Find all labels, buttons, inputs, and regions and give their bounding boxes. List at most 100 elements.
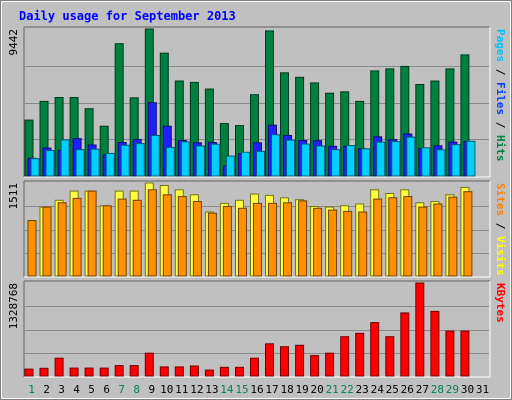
bar-sites-day-18 — [283, 202, 292, 277]
bar-sites-day-17 — [268, 202, 277, 277]
bar-kbytes-day-27 — [415, 282, 425, 377]
axis-label-part: Sites — [494, 183, 507, 216]
bar-sites-day-9 — [147, 189, 157, 277]
bar-sites-day-3 — [57, 202, 67, 277]
bar-pages-day-17 — [271, 134, 280, 177]
bar-pages-day-7 — [120, 144, 130, 177]
bar-kbytes-day-18 — [280, 346, 289, 377]
y-max-label: 9442 — [7, 29, 20, 56]
bar-pages-day-9 — [150, 135, 160, 177]
x-tick-label: 14 — [220, 383, 234, 396]
bar-sites-day-30 — [463, 191, 473, 277]
x-tick-label: 31 — [476, 383, 489, 396]
bar-pages-day-26 — [406, 136, 416, 177]
bar-sites-day-12 — [192, 201, 202, 277]
x-tick-label: 30 — [461, 383, 474, 396]
x-tick-label: 6 — [103, 383, 110, 396]
axis-label-part: Files — [494, 82, 507, 115]
bar-kbytes-day-29 — [445, 330, 455, 377]
bar-pages-day-11 — [180, 141, 190, 177]
bar-kbytes-day-15 — [235, 366, 244, 377]
bar-sites-day-21 — [328, 209, 338, 277]
bar-kbytes-day-7 — [114, 365, 124, 377]
axis-label-part: / — [494, 115, 507, 135]
x-axis-labels: 1 2 3 4 5 6 7 8 9 10 11 12 13 14 15 16 17 18 19 20 21 22 23 24 2… — [28, 383, 489, 396]
bar-kbytes-day-22 — [340, 336, 350, 377]
bar-kbytes-day-1 — [24, 368, 34, 377]
bar-pages-day-5 — [90, 148, 100, 177]
bar-pages-day-4 — [75, 149, 85, 177]
bar-sites-day-22 — [343, 210, 353, 277]
bar-pages-day-23 — [361, 148, 371, 177]
bar-sites-day-29 — [448, 196, 458, 277]
x-tick-label: 12 — [190, 383, 203, 396]
bar-kbytes-day-21 — [325, 352, 335, 377]
x-tick-label: 9 — [148, 383, 155, 396]
bar-pages-day-21 — [331, 149, 341, 177]
x-tick-label: 29 — [446, 383, 459, 396]
bar-pages-day-12 — [195, 145, 205, 177]
bar-kbytes-day-19 — [295, 344, 305, 377]
bar-pages-day-13 — [210, 143, 220, 177]
bar-kbytes-day-12 — [189, 365, 199, 377]
bar-pages-day-29 — [451, 144, 461, 177]
axis-label-part: KBytes — [494, 283, 507, 323]
bar-pages-day-20 — [316, 145, 326, 177]
bar-kbytes-day-26 — [400, 312, 410, 377]
x-tick-label: 16 — [250, 383, 263, 396]
y-max-label: 1511 — [7, 183, 20, 210]
x-tick-label: 19 — [295, 383, 308, 396]
x-tick-label: 13 — [205, 383, 218, 396]
bar-sites-day-28 — [433, 203, 443, 277]
x-tick-label: 18 — [280, 383, 293, 396]
panel-top: 9442 Pages / Files / Hits — [7, 26, 507, 178]
bar-kbytes-day-6 — [99, 367, 109, 377]
bar-kbytes-day-17 — [265, 343, 274, 377]
bar-pages-day-25 — [391, 141, 401, 177]
bar-kbytes-day-16 — [250, 357, 259, 377]
axis-label-part: / — [494, 216, 507, 236]
bar-sites-day-10 — [162, 194, 172, 277]
bar-pages-day-22 — [346, 145, 356, 177]
bar-sites-day-26 — [403, 196, 413, 277]
x-tick-label: 25 — [386, 383, 399, 396]
bar-kbytes-day-4 — [69, 367, 79, 377]
bar-pages-day-28 — [436, 149, 446, 177]
x-tick-label: 5 — [88, 383, 95, 396]
x-tick-label: 7 — [118, 383, 125, 396]
series-axis-label: KBytes — [494, 283, 507, 323]
x-tick-label: 10 — [160, 383, 173, 396]
chart-title: Daily usage for September 2013 — [19, 9, 236, 23]
bar-pages-day-6 — [105, 152, 115, 177]
x-tick-label: 24 — [371, 383, 385, 396]
bar-pages-day-24 — [376, 141, 386, 177]
x-tick-label: 22 — [341, 383, 354, 396]
x-tick-label: 27 — [416, 383, 429, 396]
bar-pages-day-30 — [466, 140, 476, 177]
bar-kbytes-day-28 — [430, 310, 440, 377]
x-tick-label: 21 — [326, 383, 339, 396]
axis-label-part: Hits — [494, 135, 507, 162]
bar-pages-day-19 — [301, 143, 311, 177]
bar-sites-day-16 — [253, 202, 262, 277]
bar-sites-day-6 — [102, 205, 112, 277]
axis-label-part: Pages — [494, 29, 507, 62]
bar-sites-day-1 — [27, 220, 37, 277]
x-tick-label: 23 — [356, 383, 369, 396]
bar-sites-day-20 — [313, 207, 323, 277]
bar-sites-day-24 — [373, 198, 383, 277]
bar-sites-day-13 — [207, 212, 217, 277]
bar-sites-day-27 — [418, 206, 428, 277]
bar-pages-day-15 — [241, 151, 250, 177]
bar-kbytes-day-30 — [460, 330, 470, 377]
bar-sites-day-23 — [358, 211, 368, 277]
bar-kbytes-day-9 — [144, 352, 154, 377]
bar-kbytes-day-23 — [355, 332, 365, 377]
x-tick-label: 1 — [28, 383, 35, 396]
panel-bottom: 1328768 KBytes — [7, 280, 507, 378]
bar-kbytes-day-5 — [84, 367, 94, 377]
bar-sites-day-25 — [388, 197, 398, 277]
panel-middle: 1511 Sites / Visits — [7, 180, 507, 278]
